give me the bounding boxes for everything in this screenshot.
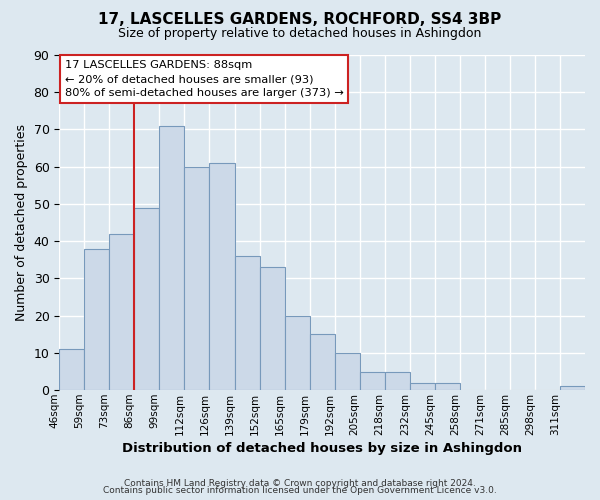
Bar	[134, 208, 160, 390]
Y-axis label: Number of detached properties: Number of detached properties	[15, 124, 28, 321]
Bar	[435, 382, 460, 390]
Bar	[85, 248, 109, 390]
Bar	[284, 316, 310, 390]
Bar	[560, 386, 585, 390]
Text: Size of property relative to detached houses in Ashingdon: Size of property relative to detached ho…	[118, 28, 482, 40]
X-axis label: Distribution of detached houses by size in Ashingdon: Distribution of detached houses by size …	[122, 442, 522, 455]
Bar	[160, 126, 184, 390]
Bar	[260, 268, 284, 390]
Text: Contains public sector information licensed under the Open Government Licence v3: Contains public sector information licen…	[103, 486, 497, 495]
Bar	[359, 372, 385, 390]
Text: 17, LASCELLES GARDENS, ROCHFORD, SS4 3BP: 17, LASCELLES GARDENS, ROCHFORD, SS4 3BP	[98, 12, 502, 28]
Bar	[310, 334, 335, 390]
Text: Contains HM Land Registry data © Crown copyright and database right 2024.: Contains HM Land Registry data © Crown c…	[124, 478, 476, 488]
Bar	[184, 166, 209, 390]
Bar	[335, 353, 359, 390]
Bar	[209, 163, 235, 390]
Bar	[410, 382, 435, 390]
Bar	[109, 234, 134, 390]
Bar	[235, 256, 260, 390]
Bar	[59, 349, 85, 390]
Bar	[385, 372, 410, 390]
Text: 17 LASCELLES GARDENS: 88sqm
← 20% of detached houses are smaller (93)
80% of sem: 17 LASCELLES GARDENS: 88sqm ← 20% of det…	[65, 60, 343, 98]
